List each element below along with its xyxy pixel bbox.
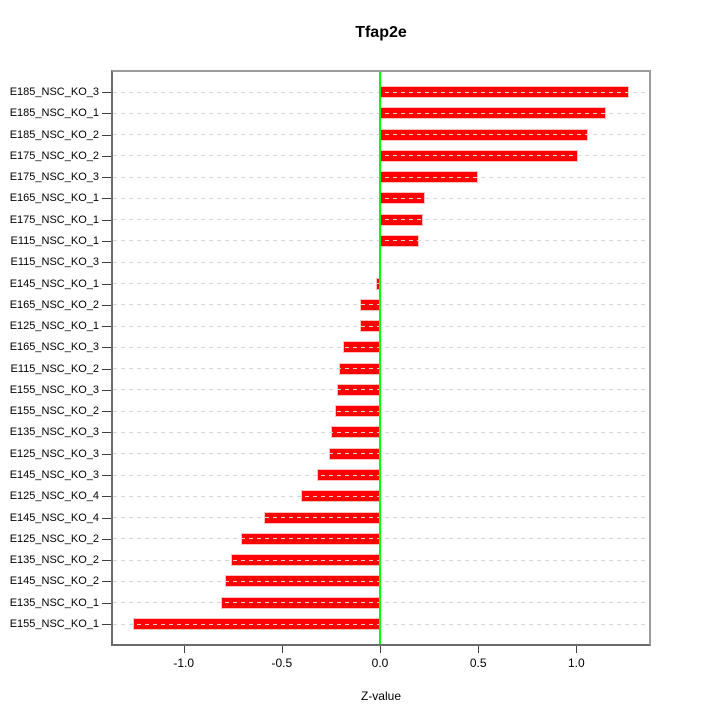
y-axis-label: E135_NSC_KO_2 xyxy=(9,554,99,567)
y-axis-tick xyxy=(102,475,111,477)
x-axis-tick-label: 0.5 xyxy=(469,656,487,670)
y-axis-label: E125_NSC_KO_4 xyxy=(9,490,99,503)
y-axis-tick xyxy=(102,368,111,370)
y-axis-tick xyxy=(102,538,111,540)
y-axis-label: E135_NSC_KO_3 xyxy=(9,426,99,439)
y-axis-tick xyxy=(102,240,111,242)
x-axis-tick-label: 1.0 xyxy=(568,656,585,670)
y-axis-tick xyxy=(102,177,111,179)
y-axis-tick xyxy=(102,453,111,455)
y-axis-label: E125_NSC_KO_2 xyxy=(9,532,99,545)
y-axis-label: E165_NSC_KO_3 xyxy=(9,341,99,354)
y-axis-label: E185_NSC_KO_2 xyxy=(9,128,99,141)
y-axis-tick xyxy=(102,134,111,136)
y-axis-tick xyxy=(102,517,111,519)
y-axis-label: E135_NSC_KO_1 xyxy=(9,596,99,609)
x-axis-label: Z-value xyxy=(360,689,401,703)
y-axis-label: E115_NSC_KO_3 xyxy=(10,256,99,269)
x-axis-tick-label: -1.0 xyxy=(173,656,195,670)
y-axis-label: E145_NSC_KO_3 xyxy=(9,469,99,482)
x-axis-tick xyxy=(478,646,480,653)
y-axis-tick xyxy=(102,347,111,349)
y-axis-tick xyxy=(102,496,111,498)
x-axis-tick xyxy=(183,646,185,653)
y-axis-tick xyxy=(102,262,111,264)
y-axis-tick xyxy=(102,283,111,285)
y-axis-tick xyxy=(102,198,111,200)
y-axis-tick xyxy=(102,92,111,93)
y-axis-tick xyxy=(102,389,111,391)
y-axis-label: E145_NSC_KO_2 xyxy=(9,575,99,588)
y-axis-tick xyxy=(102,411,111,413)
y-axis-tick xyxy=(102,432,111,434)
y-axis-tick xyxy=(102,304,111,306)
y-axis-label: E165_NSC_KO_2 xyxy=(9,298,99,311)
y-axis-label: E115_NSC_KO_1 xyxy=(10,234,99,247)
y-axis-tick xyxy=(102,113,111,115)
y-axis-label: E175_NSC_KO_1 xyxy=(9,213,99,226)
y-axis-label: E125_NSC_KO_3 xyxy=(9,447,99,460)
x-axis-tick xyxy=(576,646,578,653)
y-axis-label: E185_NSC_KO_3 xyxy=(9,86,99,98)
y-axis-tick xyxy=(102,581,111,583)
y-axis-tick xyxy=(102,326,111,328)
x-axis-tick xyxy=(380,646,382,653)
y-axis-label: E185_NSC_KO_1 xyxy=(9,107,99,120)
zero-line xyxy=(379,72,382,644)
chart-title: Tfap2e xyxy=(355,24,407,41)
x-axis-tick xyxy=(281,646,283,653)
y-axis-label: E145_NSC_KO_4 xyxy=(9,511,99,524)
y-axis-tick xyxy=(102,602,111,604)
y-axis-tick xyxy=(102,560,111,562)
plot-area xyxy=(111,70,651,646)
x-axis-tick-label: 0.0 xyxy=(371,656,389,670)
y-axis-label: E155_NSC_KO_1 xyxy=(9,618,99,630)
y-axis-label: E115_NSC_KO_2 xyxy=(10,362,99,375)
y-axis-label: E175_NSC_KO_2 xyxy=(9,149,99,162)
y-axis-tick xyxy=(102,624,111,625)
y-axis-label: E155_NSC_KO_2 xyxy=(9,405,99,418)
y-axis-label: E145_NSC_KO_1 xyxy=(9,277,99,290)
y-axis-tick xyxy=(102,219,111,221)
y-axis-label: E175_NSC_KO_3 xyxy=(9,171,99,184)
y-axis-tick xyxy=(102,155,111,157)
y-axis-label: E165_NSC_KO_1 xyxy=(9,192,99,205)
y-axis-label: E125_NSC_KO_1 xyxy=(9,320,99,333)
x-axis-tick-label: -0.5 xyxy=(271,656,293,670)
y-axis-label: E155_NSC_KO_3 xyxy=(9,383,99,396)
